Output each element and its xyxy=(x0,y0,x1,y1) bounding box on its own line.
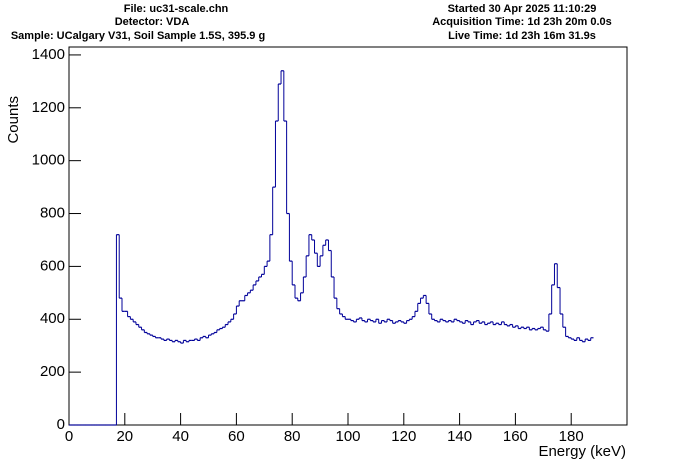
y-tick-label: 1200 xyxy=(32,99,65,116)
y-tick-label: 1400 xyxy=(32,46,65,63)
x-tick-label: 120 xyxy=(391,428,416,445)
y-axis-label: Counts xyxy=(5,96,22,144)
y-tick-label: 800 xyxy=(40,205,65,222)
x-tick-label: 160 xyxy=(503,428,528,445)
header-right-line: Started 30 Apr 2025 11:10:29 xyxy=(448,3,597,15)
x-tick-label: 40 xyxy=(172,428,189,445)
y-tick-label: 400 xyxy=(40,310,65,327)
header-left-line: File: uc31-scale.chn xyxy=(124,3,229,15)
x-tick-label: 20 xyxy=(116,428,133,445)
x-tick-label: 100 xyxy=(335,428,360,445)
y-tick-label: 1000 xyxy=(32,152,65,169)
x-axis-label: Energy (keV) xyxy=(538,443,626,460)
header-right-line: Live Time: 1d 23h 16m 31.9s xyxy=(448,30,596,42)
x-tick-label: 140 xyxy=(447,428,472,445)
x-tick-label: 60 xyxy=(228,428,245,445)
y-tick-label: 0 xyxy=(57,416,65,433)
header-right-line: Acquisition Time: 1d 23h 20m 0.0s xyxy=(432,16,612,28)
x-tick-label: 80 xyxy=(284,428,301,445)
y-tick-label: 200 xyxy=(40,363,65,380)
x-tick-label: 0 xyxy=(65,428,73,445)
header-left-line: Sample: UCalgary V31, Soil Sample 1.5S, … xyxy=(11,30,265,42)
plot-frame xyxy=(68,46,628,426)
header-left-line: Detector: VDA xyxy=(115,16,190,28)
x-tick-label: 180 xyxy=(559,428,584,445)
y-tick-label: 600 xyxy=(40,257,65,274)
